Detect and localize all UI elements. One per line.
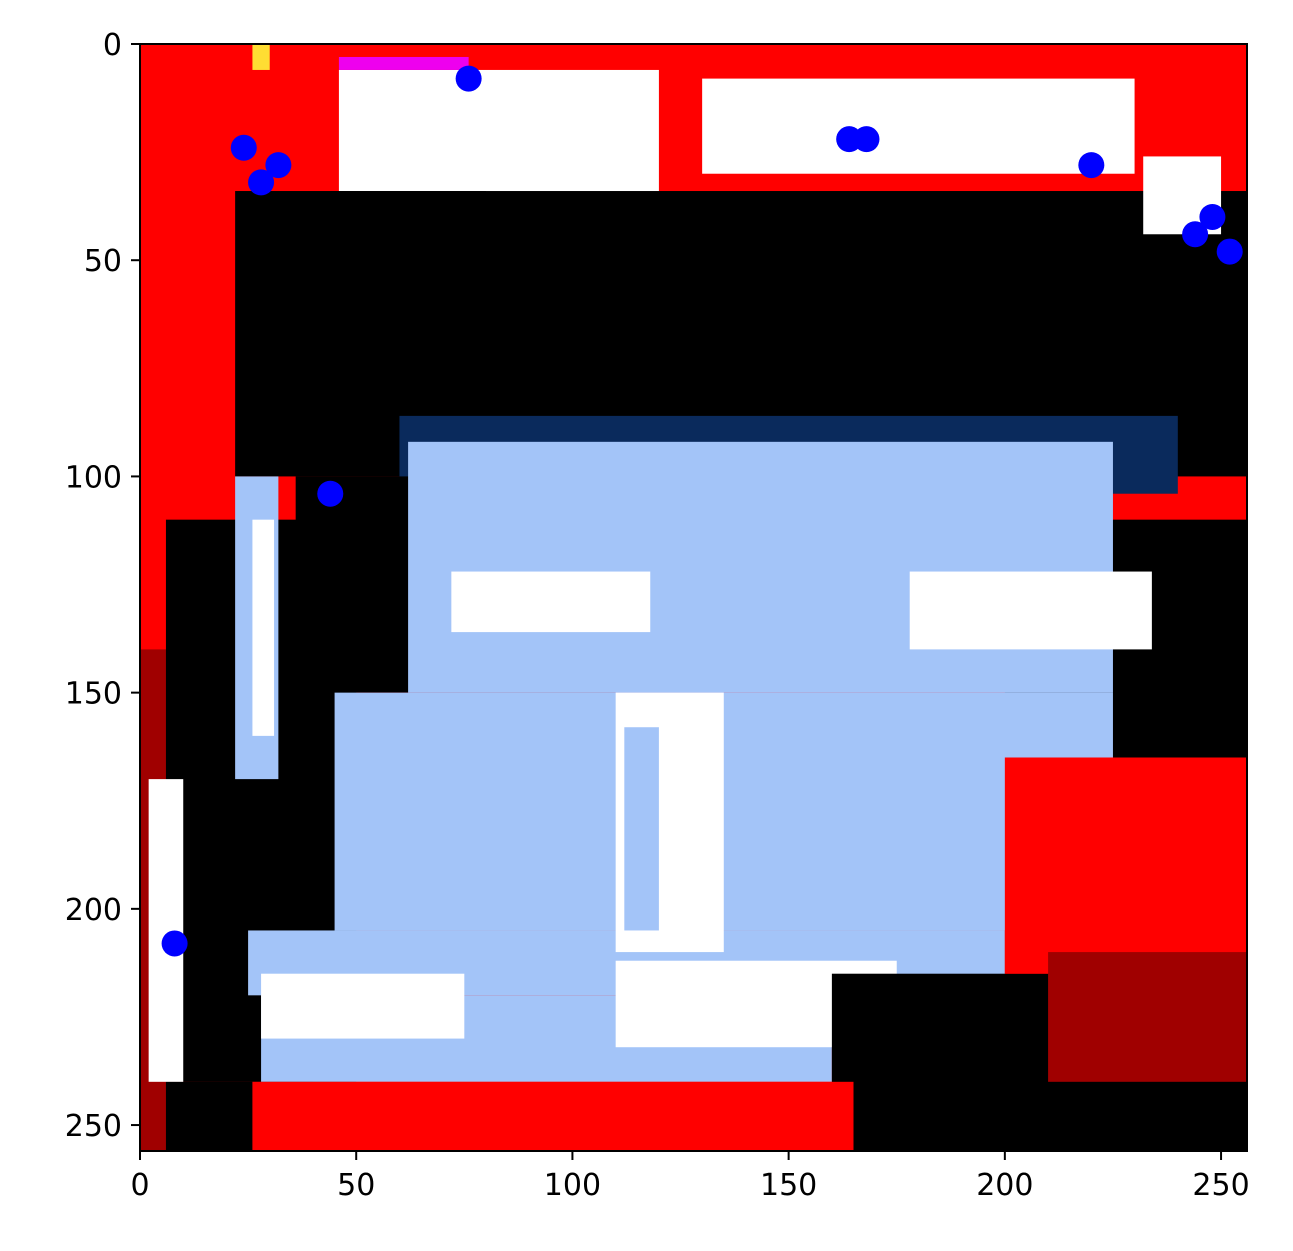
image-region-3 — [702, 78, 1135, 174]
point-2 — [265, 152, 292, 179]
x-tick-label-2: 100 — [544, 1168, 601, 1203]
x-tick-label-1: 50 — [337, 1168, 375, 1203]
image-region-23 — [165, 1081, 253, 1151]
point-7 — [1199, 203, 1226, 230]
background-image — [140, 44, 1247, 1151]
image-region-5 — [330, 191, 486, 217]
x-tick-label-5: 250 — [1192, 1168, 1249, 1203]
x-tick-label-0: 0 — [130, 1168, 149, 1203]
y-tick-label-0: 0 — [103, 28, 122, 63]
image-region-24 — [252, 1081, 854, 1151]
y-tick-label-5: 250 — [65, 1109, 122, 1144]
point-9 — [1216, 238, 1243, 265]
point-1 — [230, 134, 257, 161]
y-tick-label-3: 150 — [65, 677, 122, 712]
x-tick-label-3: 150 — [760, 1168, 817, 1203]
plot-frame — [139, 43, 1248, 1152]
x-tick-label-4: 200 — [976, 1168, 1033, 1203]
image-region-16 — [261, 973, 465, 1039]
point-5 — [853, 126, 880, 153]
y-tick-label-1: 50 — [84, 244, 122, 279]
point-3 — [248, 169, 275, 196]
point-8 — [1182, 221, 1209, 248]
scatter-points — [161, 65, 1243, 957]
point-6 — [1078, 152, 1105, 179]
y-tick-label-4: 200 — [65, 893, 122, 928]
point-11 — [161, 930, 188, 957]
image-region-29 — [252, 44, 270, 70]
point-10 — [317, 480, 344, 507]
image-region-12 — [408, 441, 1113, 693]
y-tick-label-2: 100 — [65, 460, 122, 495]
image-region-28 — [338, 56, 469, 70]
image-region-21 — [624, 727, 659, 931]
image-region-19 — [909, 571, 1152, 650]
image-region-26 — [1048, 952, 1247, 1082]
image-region-18 — [451, 571, 651, 633]
point-0 — [455, 65, 482, 92]
x-axis: 0 50 100 150 200 250 — [130, 1151, 1250, 1203]
image-region-11 — [252, 519, 275, 736]
image-region-25 — [1004, 757, 1247, 974]
image-region-30 — [148, 779, 184, 1082]
y-axis: 0 50 100 150 200 250 — [65, 28, 140, 1144]
